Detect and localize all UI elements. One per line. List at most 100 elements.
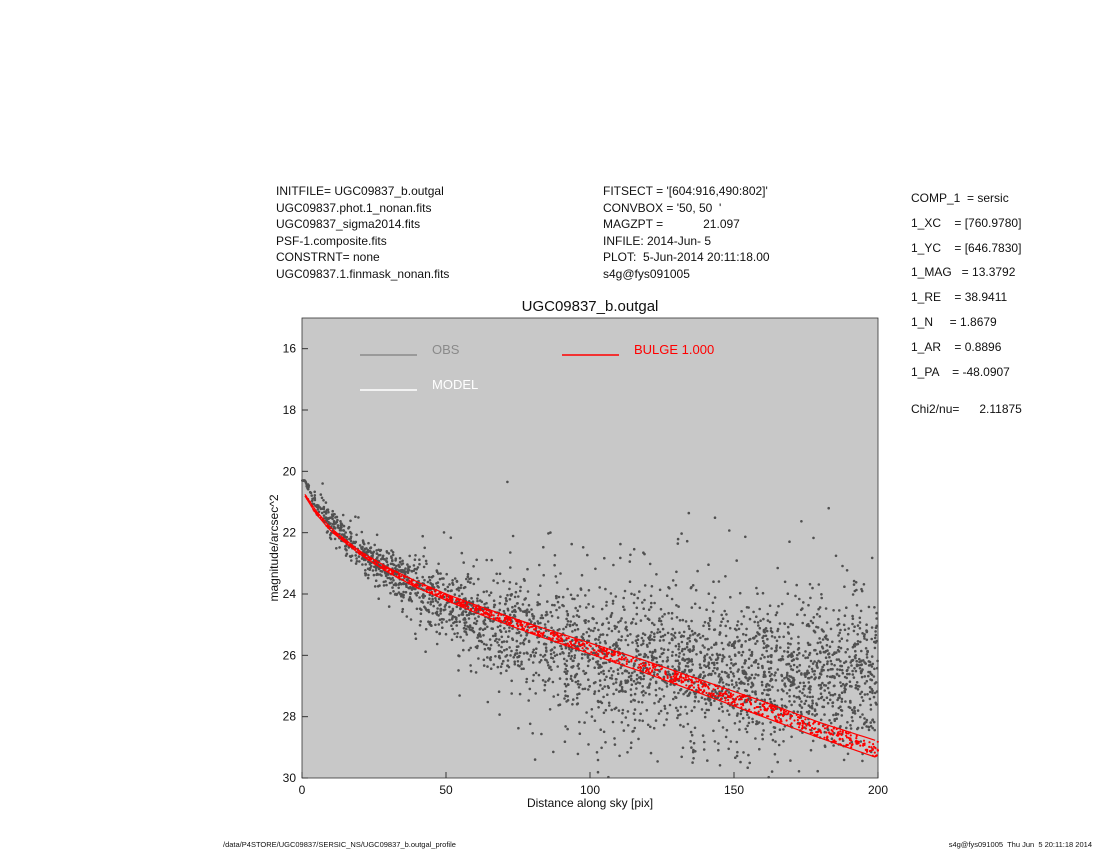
- obs-point: [680, 634, 684, 637]
- obs-point: [874, 630, 877, 633]
- obs-point: [602, 669, 605, 673]
- obs-point: [360, 557, 364, 560]
- obs-point: [603, 678, 607, 681]
- obs-point: [401, 610, 404, 614]
- obs-point: [670, 637, 674, 640]
- obs-point: [578, 605, 582, 608]
- obs-point: [797, 641, 800, 645]
- obs-point: [840, 700, 844, 703]
- obs-point: [873, 728, 876, 732]
- obs-point: [846, 632, 850, 636]
- obs-point: [775, 644, 778, 647]
- obs-point: [738, 728, 741, 731]
- obs-point: [354, 540, 358, 544]
- obs-point: [819, 641, 822, 644]
- obs-point: [762, 729, 765, 732]
- obs-point: [771, 685, 774, 689]
- bulge-point: [828, 731, 831, 734]
- obs-point: [544, 658, 547, 661]
- bulge-point: [859, 744, 862, 747]
- obs-point: [686, 694, 689, 698]
- obs-point: [546, 661, 549, 664]
- bulge-point: [571, 644, 574, 647]
- obs-point: [876, 659, 879, 663]
- bulge-point: [804, 727, 808, 730]
- obs-point: [761, 639, 765, 643]
- obs-point: [566, 613, 570, 617]
- obs-point: [458, 594, 461, 598]
- obs-point: [605, 675, 608, 679]
- obs-point: [734, 654, 737, 657]
- obs-point: [873, 646, 877, 650]
- obs-point: [553, 603, 556, 607]
- obs-point: [808, 582, 812, 586]
- bulge-point: [504, 618, 507, 622]
- bulge-point: [630, 660, 633, 663]
- obs-point: [653, 701, 656, 705]
- obs-point: [333, 537, 337, 541]
- footer-path: /data/P4STORE/UGC09837/SERSIC_NS/UGC0983…: [223, 840, 456, 849]
- obs-point: [423, 578, 426, 582]
- bulge-point: [847, 736, 850, 740]
- obs-point: [467, 648, 471, 652]
- obs-point: [811, 713, 814, 716]
- obs-point: [629, 700, 633, 703]
- obs-point: [390, 555, 393, 558]
- obs-point: [645, 643, 649, 647]
- x-tick-label: 100: [580, 783, 600, 797]
- obs-point: [836, 623, 839, 627]
- obs-point: [382, 580, 386, 584]
- obs-point: [414, 554, 417, 557]
- obs-point: [539, 584, 542, 587]
- obs-point: [336, 524, 340, 527]
- obs-point: [441, 626, 444, 629]
- obs-point: [636, 681, 640, 684]
- obs-point: [559, 644, 563, 648]
- obs-point: [740, 653, 743, 657]
- obs-point: [619, 542, 622, 546]
- obs-point: [778, 635, 781, 639]
- component-param-line: 1_PA = -48.0907: [911, 364, 1010, 379]
- obs-point: [761, 653, 764, 657]
- obs-point: [821, 665, 824, 669]
- obs-point: [527, 699, 530, 702]
- obs-point: [518, 692, 522, 696]
- obs-point: [769, 627, 773, 630]
- bulge-point: [864, 748, 867, 752]
- obs-point: [619, 639, 623, 642]
- obs-point: [719, 679, 722, 683]
- obs-point: [517, 631, 521, 635]
- obs-point: [648, 682, 652, 685]
- bulge-point: [748, 708, 751, 711]
- obs-point: [735, 740, 739, 744]
- obs-point: [869, 708, 873, 711]
- bulge-point: [721, 687, 724, 691]
- obs-point: [494, 655, 497, 658]
- obs-point: [574, 606, 577, 610]
- obs-point: [368, 566, 372, 570]
- obs-point: [630, 622, 633, 625]
- obs-point: [565, 617, 568, 621]
- obs-point: [583, 653, 587, 656]
- obs-point: [764, 675, 767, 678]
- obs-point: [698, 666, 702, 669]
- obs-point: [790, 637, 793, 640]
- obs-point: [684, 691, 687, 694]
- obs-point: [624, 638, 627, 642]
- obs-point: [658, 687, 661, 690]
- obs-point: [677, 679, 681, 682]
- obs-point: [704, 702, 708, 705]
- obs-point: [704, 637, 707, 641]
- obs-point: [660, 647, 663, 650]
- obs-point: [492, 579, 495, 582]
- obs-point: [873, 636, 877, 640]
- obs-point: [783, 622, 786, 625]
- obs-point: [569, 674, 573, 678]
- bulge-point: [534, 627, 537, 630]
- obs-point: [801, 621, 804, 625]
- bulge-point: [573, 644, 576, 647]
- obs-point: [774, 679, 778, 682]
- obs-point: [629, 633, 632, 636]
- bulge-point: [465, 603, 468, 606]
- obs-point: [494, 632, 497, 636]
